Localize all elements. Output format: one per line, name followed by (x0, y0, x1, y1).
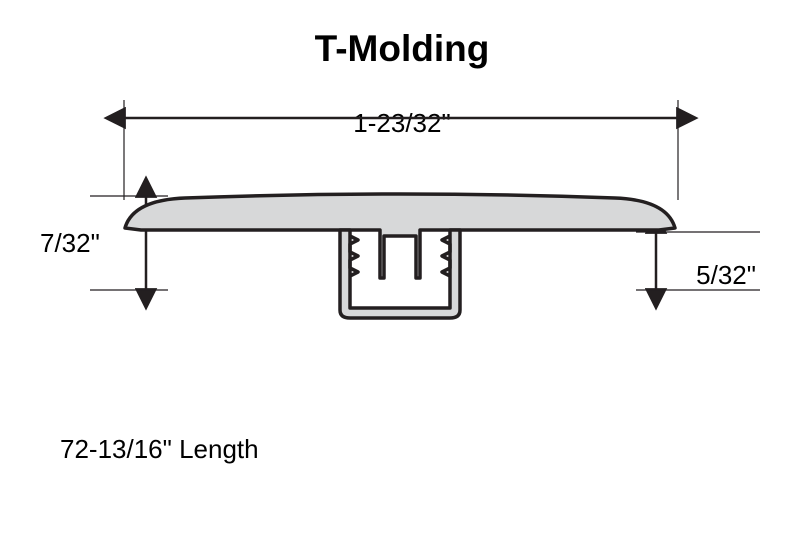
diagram-svg (0, 0, 804, 533)
t-molding-profile (125, 194, 675, 278)
track-channel (340, 230, 460, 318)
